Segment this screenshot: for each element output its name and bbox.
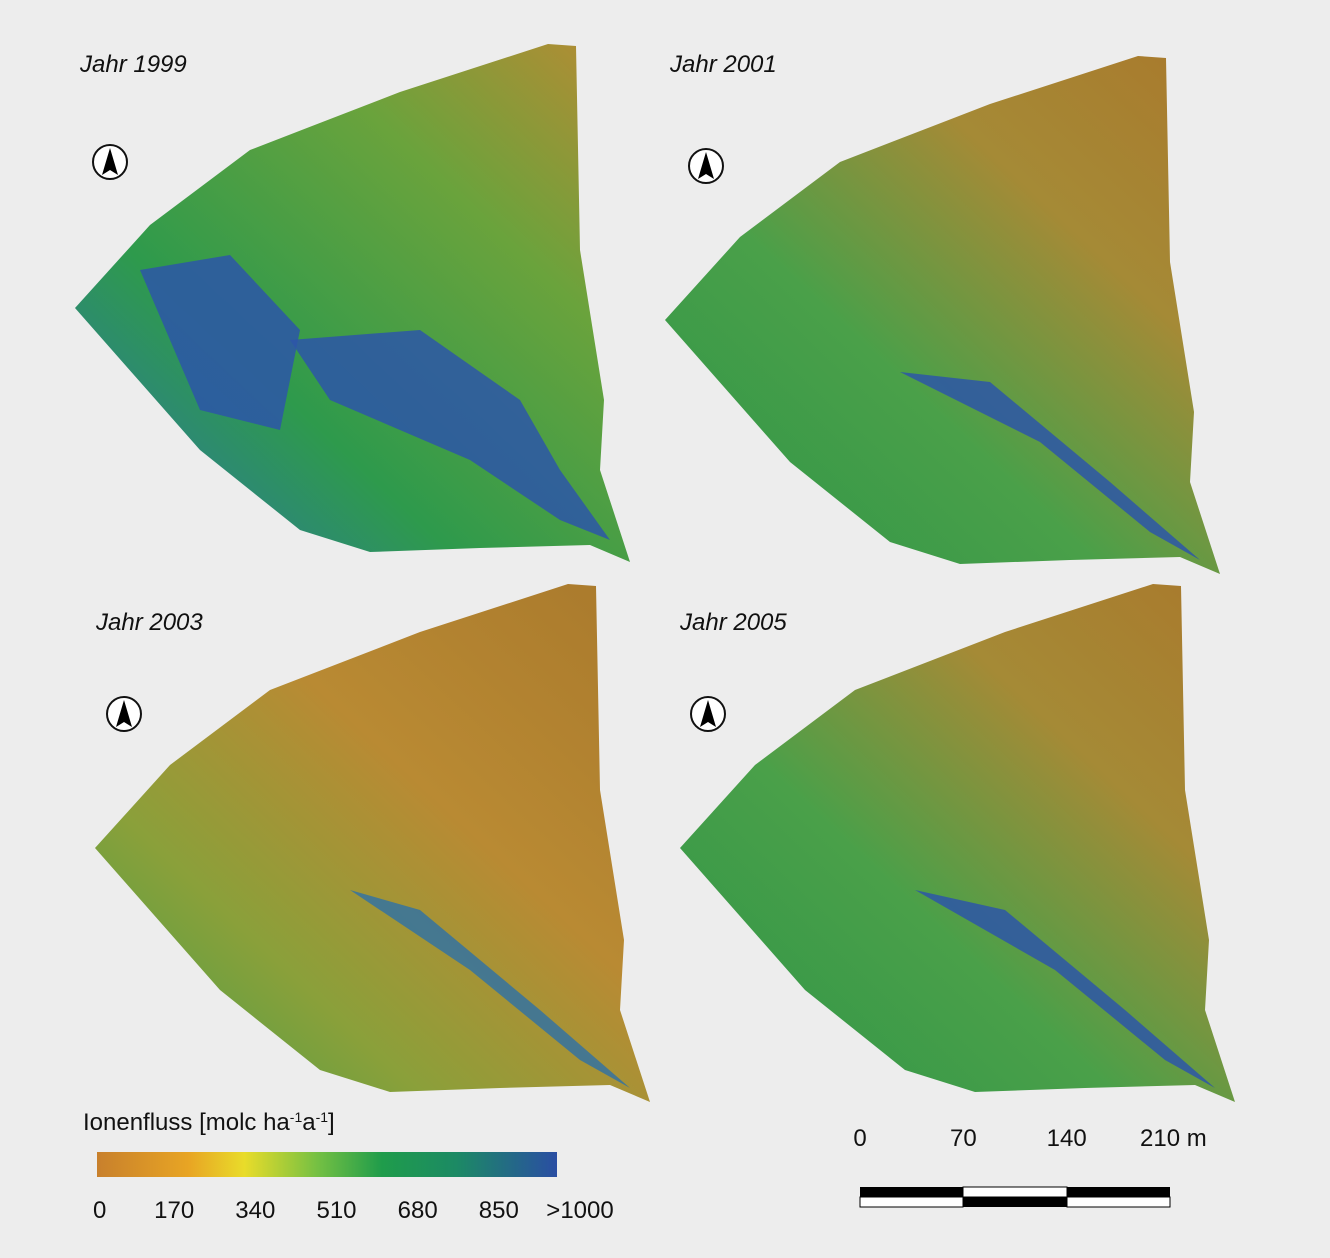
scale-label: 70 bbox=[950, 1125, 977, 1152]
legend-tick-label: 510 bbox=[316, 1197, 356, 1224]
color-bar bbox=[97, 1152, 557, 1177]
legend-tick-label: 850 bbox=[479, 1197, 519, 1224]
map-2003: Jahr 2003 bbox=[95, 584, 650, 1102]
scale-label: 0 bbox=[853, 1125, 866, 1152]
scale-label: 210 m bbox=[1140, 1125, 1207, 1152]
legend: Ionenfluss [molc ha-1a-1] 0 170 340 510 680 8… bbox=[83, 1109, 614, 1224]
scale-label: 140 bbox=[1047, 1125, 1087, 1152]
scale-bar: 0 70 140 210 m bbox=[853, 1125, 1206, 1207]
map-2005: Jahr 2005 bbox=[679, 584, 1235, 1102]
panel-title: Jahr 2003 bbox=[95, 609, 203, 636]
panel-title: Jahr 2005 bbox=[679, 609, 787, 636]
figure: Jahr 1999 Jahr 2001 Jahr 2003 Jahr 2005 … bbox=[0, 0, 1330, 1253]
legend-title: Ionenfluss [molc ha-1a-1] bbox=[83, 1109, 335, 1136]
legend-tick-label: 340 bbox=[235, 1197, 275, 1224]
legend-tick-label: 170 bbox=[154, 1197, 194, 1224]
map-1999: Jahr 1999 bbox=[75, 44, 630, 562]
map-2001: Jahr 2001 bbox=[665, 51, 1220, 574]
panel-title: Jahr 1999 bbox=[79, 51, 187, 78]
panel-title: Jahr 2001 bbox=[669, 51, 777, 78]
legend-tick-label: 680 bbox=[398, 1197, 438, 1224]
legend-tick-label: >1000 bbox=[546, 1197, 613, 1224]
legend-tick-label: 0 bbox=[93, 1197, 106, 1224]
